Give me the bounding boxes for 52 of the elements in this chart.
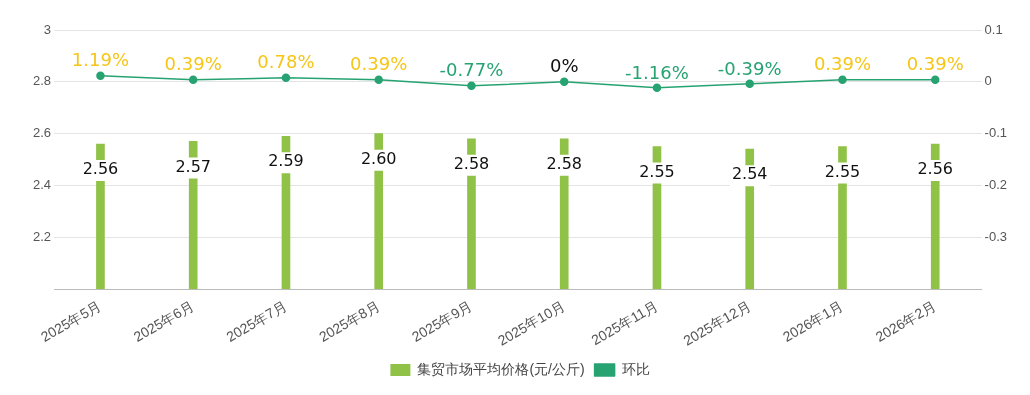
data-label: 2.56 (917, 159, 954, 179)
data-label: 0% (549, 55, 579, 77)
point (930, 75, 940, 85)
point (745, 79, 754, 89)
data-label: 0.39% (164, 53, 222, 75)
point (652, 83, 662, 93)
data-label: -1.16% (625, 61, 689, 83)
point (96, 71, 105, 80)
x-tick-label: 2025年6月 (130, 297, 197, 345)
x-tick-label: 2025年8月 (316, 297, 383, 345)
data-label: 2.57 (175, 156, 212, 176)
data-label: 2.55 (639, 161, 675, 181)
y-tick-label: 2.8 (32, 73, 52, 89)
x-tick-label: 2026年1月 (779, 297, 846, 345)
x-tick-label: 2025年5月 (37, 297, 104, 345)
point (838, 75, 847, 85)
x-tick-label: 2025年10月 (494, 297, 568, 349)
data-label: 0.39% (906, 53, 964, 75)
point (467, 81, 476, 91)
point (374, 75, 383, 85)
data-label: 2.59 (268, 151, 304, 171)
data-label: -0.77% (439, 59, 504, 81)
x-tick-label: 2025年9月 (408, 297, 475, 345)
data-label: 2.60 (360, 148, 397, 168)
legend-label: 集贸市场平均价格(元/公斤) (417, 360, 585, 377)
x-tick-label: 2025年11月 (588, 297, 661, 349)
point (281, 73, 291, 83)
x-tick-label: 2026年2月 (872, 297, 939, 345)
data-label: 2.56 (82, 159, 119, 179)
point (188, 75, 198, 85)
data-label: 0.39% (813, 53, 872, 75)
y2-tick-label: -0.2 (984, 177, 1008, 193)
data-label: 2.55 (824, 161, 861, 181)
y-tick-label: 3 (43, 21, 52, 37)
y-tick-label: 2.6 (32, 125, 52, 141)
y-tick-label: 2.4 (32, 177, 52, 193)
point (559, 77, 569, 87)
data-label: -0.39% (717, 57, 782, 79)
data-label: 2.58 (546, 153, 583, 173)
data-label: 2.58 (453, 153, 490, 173)
data-label: 1.19% (71, 49, 130, 71)
x-tick-label: 2025年7月 (223, 297, 290, 345)
y2-tick-label: 0 (984, 73, 992, 89)
data-label: 0.39% (350, 53, 408, 75)
y2-tick-label: -0.1 (984, 125, 1008, 141)
y-tick-label: 2.2 (32, 228, 52, 244)
data-label: 0.78% (257, 51, 315, 73)
y2-tick-label: -0.3 (984, 228, 1008, 244)
legend-label: 环比 (621, 360, 650, 377)
x-tick-label: 2025年12月 (680, 297, 754, 349)
y2-tick-label: 0.1 (984, 21, 1003, 37)
data-label: 2.54 (731, 164, 768, 184)
